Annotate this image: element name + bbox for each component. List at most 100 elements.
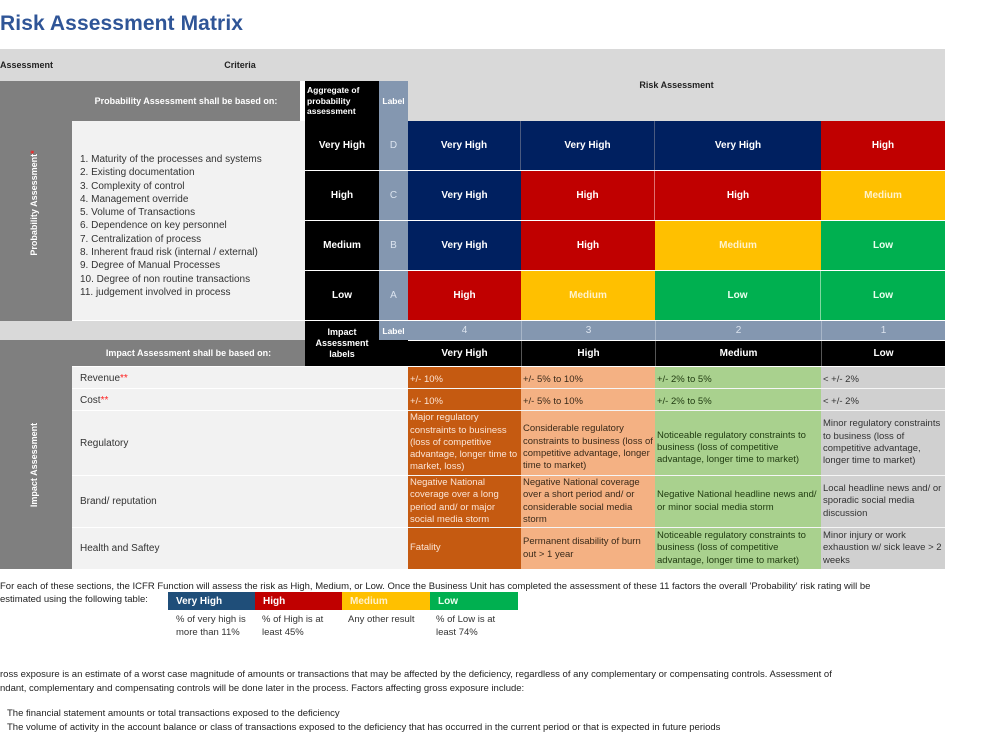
- impact-level: High: [521, 341, 655, 366]
- aggregate-header: Aggregate of probability assessment: [305, 81, 379, 121]
- impact-based-on: Impact Assessment shall be based on:: [105, 348, 272, 358]
- probability-section-label: Probability Assessment*: [29, 150, 39, 256]
- impact-label-header: Label: [379, 321, 408, 340]
- criteria-item: 2. Existing documentation: [80, 167, 195, 179]
- divider: [408, 527, 945, 528]
- impact-section-label: Impact Assessment: [29, 422, 39, 508]
- divider: [72, 527, 408, 528]
- section-separator: [0, 321, 305, 340]
- matrix-cell: Medium: [821, 171, 945, 220]
- prob-level: High: [305, 171, 379, 220]
- gross-exposure-line1: ross exposure is an estimate of a worst …: [0, 669, 832, 680]
- impact-cell: < +/- 2%: [821, 389, 945, 410]
- impact-cell: Negative National headline news and/ or …: [655, 476, 821, 527]
- divider: [72, 388, 408, 389]
- impact-row-label-cost: Cost **: [80, 394, 109, 406]
- exposure-factor-item: The financial statement amounts or total…: [7, 708, 340, 719]
- risk-assessment-header: Risk Assessment: [639, 80, 714, 90]
- impact-cell: Minor injury or work exhaustion w/ sick …: [821, 528, 945, 569]
- header-band: [0, 49, 945, 81]
- matrix-cell: High: [408, 271, 521, 320]
- matrix-cell: Very High: [655, 121, 821, 170]
- legend-low-desc: % of Low is at least 74%: [436, 614, 496, 638]
- impact-cell: +/- 2% to 5%: [655, 367, 821, 388]
- impact-cell: +/- 2% to 5%: [655, 389, 821, 410]
- impact-cell: Negative National coverage over a short …: [521, 476, 655, 527]
- impact-cell: Local headline news and/ or sporadic soc…: [821, 476, 945, 527]
- legend-high-desc: % of High is at least 45%: [262, 614, 324, 638]
- risk-header-band: [408, 81, 945, 121]
- criteria-item: 4. Management override: [80, 193, 189, 205]
- impact-level: Very High: [408, 341, 521, 366]
- impact-cell: +/- 10%: [408, 389, 521, 410]
- impact-cell: Noticeable regulatory constraints to bus…: [655, 411, 821, 475]
- impact-labels-header: Impact Assessment labels: [305, 321, 379, 366]
- prob-level: Medium: [305, 221, 379, 270]
- matrix-cell: Very High: [408, 221, 521, 270]
- prob-level: Very High: [305, 121, 379, 170]
- impact-row-label-regulatory: Regulatory: [80, 437, 129, 449]
- matrix-cell: High: [521, 221, 655, 270]
- matrix-cell: Very High: [408, 171, 521, 220]
- matrix-cell: Low: [821, 221, 945, 270]
- matrix-cell: High: [821, 121, 945, 170]
- impact-number: 4: [408, 321, 521, 340]
- label-header: Label: [379, 81, 408, 121]
- probability-note-line2: estimated using the following table:: [0, 594, 148, 605]
- impact-row-label-health: Health and Saftey: [80, 543, 160, 554]
- probability-based-on-band: [72, 81, 300, 121]
- criteria-item: 11. judgement involved in process: [80, 286, 231, 298]
- impact-number: 2: [655, 321, 821, 340]
- impact-cell: Major regulatory constraints to business…: [408, 411, 521, 475]
- impact-cell: +/- 5% to 10%: [521, 367, 655, 388]
- matrix-cell: Low: [655, 271, 821, 320]
- criteria-item: 8. Inherent fraud risk (internal / exter…: [80, 247, 258, 259]
- impact-label-spacer: [379, 340, 408, 366]
- impact-based-on-band: [72, 340, 305, 366]
- divider: [72, 475, 408, 476]
- prob-level: Low: [305, 271, 379, 320]
- prob-label: D: [379, 121, 408, 170]
- impact-level: Low: [821, 341, 945, 366]
- criteria-item: 5. Volume of Transactions: [80, 207, 196, 219]
- impact-cell: Noticeable regulatory constraints to bus…: [655, 528, 821, 569]
- prob-label: C: [379, 171, 408, 220]
- probability-note-line1: For each of these sections, the ICFR Fun…: [0, 581, 871, 592]
- criteria-item: 6. Dependence on key personnel: [80, 220, 227, 232]
- matrix-cell: Very High: [408, 121, 521, 170]
- divider: [72, 410, 408, 411]
- prob-label: B: [379, 221, 408, 270]
- impact-criteria-panel: [72, 367, 408, 569]
- impact-number: 3: [521, 321, 655, 340]
- criteria-list: 1. Maturity of the processes and systems…: [80, 153, 262, 299]
- divider: [408, 475, 945, 476]
- criteria-item: 7. Centralization of process: [80, 233, 202, 245]
- legend-high: High: [255, 592, 342, 610]
- impact-cell: Minor regulatory constraints to business…: [821, 411, 945, 475]
- probability-based-on: Probability Assessment shall be based on…: [94, 96, 278, 106]
- impact-cell: Considerable regulatory constraints to b…: [521, 411, 655, 475]
- matrix-cell: Medium: [521, 271, 655, 320]
- impact-side-band: [0, 340, 72, 569]
- impact-cell: Fatality: [408, 528, 521, 569]
- legend-very-high-desc: % of very high is more than 11%: [176, 614, 246, 638]
- legend-medium: Medium: [342, 592, 430, 610]
- impact-row-label-brand: Brand/ reputation: [80, 496, 157, 507]
- impact-row-label-revenue: Revenue **: [80, 372, 128, 384]
- impact-cell: < +/- 2%: [821, 367, 945, 388]
- exposure-factor-item: The volume of activity in the account ba…: [7, 722, 721, 733]
- matrix-cell: Medium: [655, 221, 821, 270]
- criteria-item: 10. Degree of non routine transactions: [80, 273, 251, 285]
- legend-medium-desc: Any other result: [348, 614, 415, 625]
- criteria-item: 9. Degree of Manual Processes: [80, 260, 221, 272]
- criteria-header: Criteria: [224, 60, 256, 70]
- criteria-item: 3. Complexity of control: [80, 180, 185, 192]
- impact-cell: +/- 10%: [408, 367, 521, 388]
- impact-cell: Negative National coverage over a long p…: [408, 476, 521, 527]
- divider: [408, 388, 945, 389]
- criteria-item: 1. Maturity of the processes and systems: [80, 154, 262, 165]
- matrix-cell: Very High: [521, 121, 655, 170]
- impact-cell: +/- 5% to 10%: [521, 389, 655, 410]
- impact-cell: Permanent disability of burn out > 1 yea…: [521, 528, 655, 569]
- divider: [408, 410, 945, 411]
